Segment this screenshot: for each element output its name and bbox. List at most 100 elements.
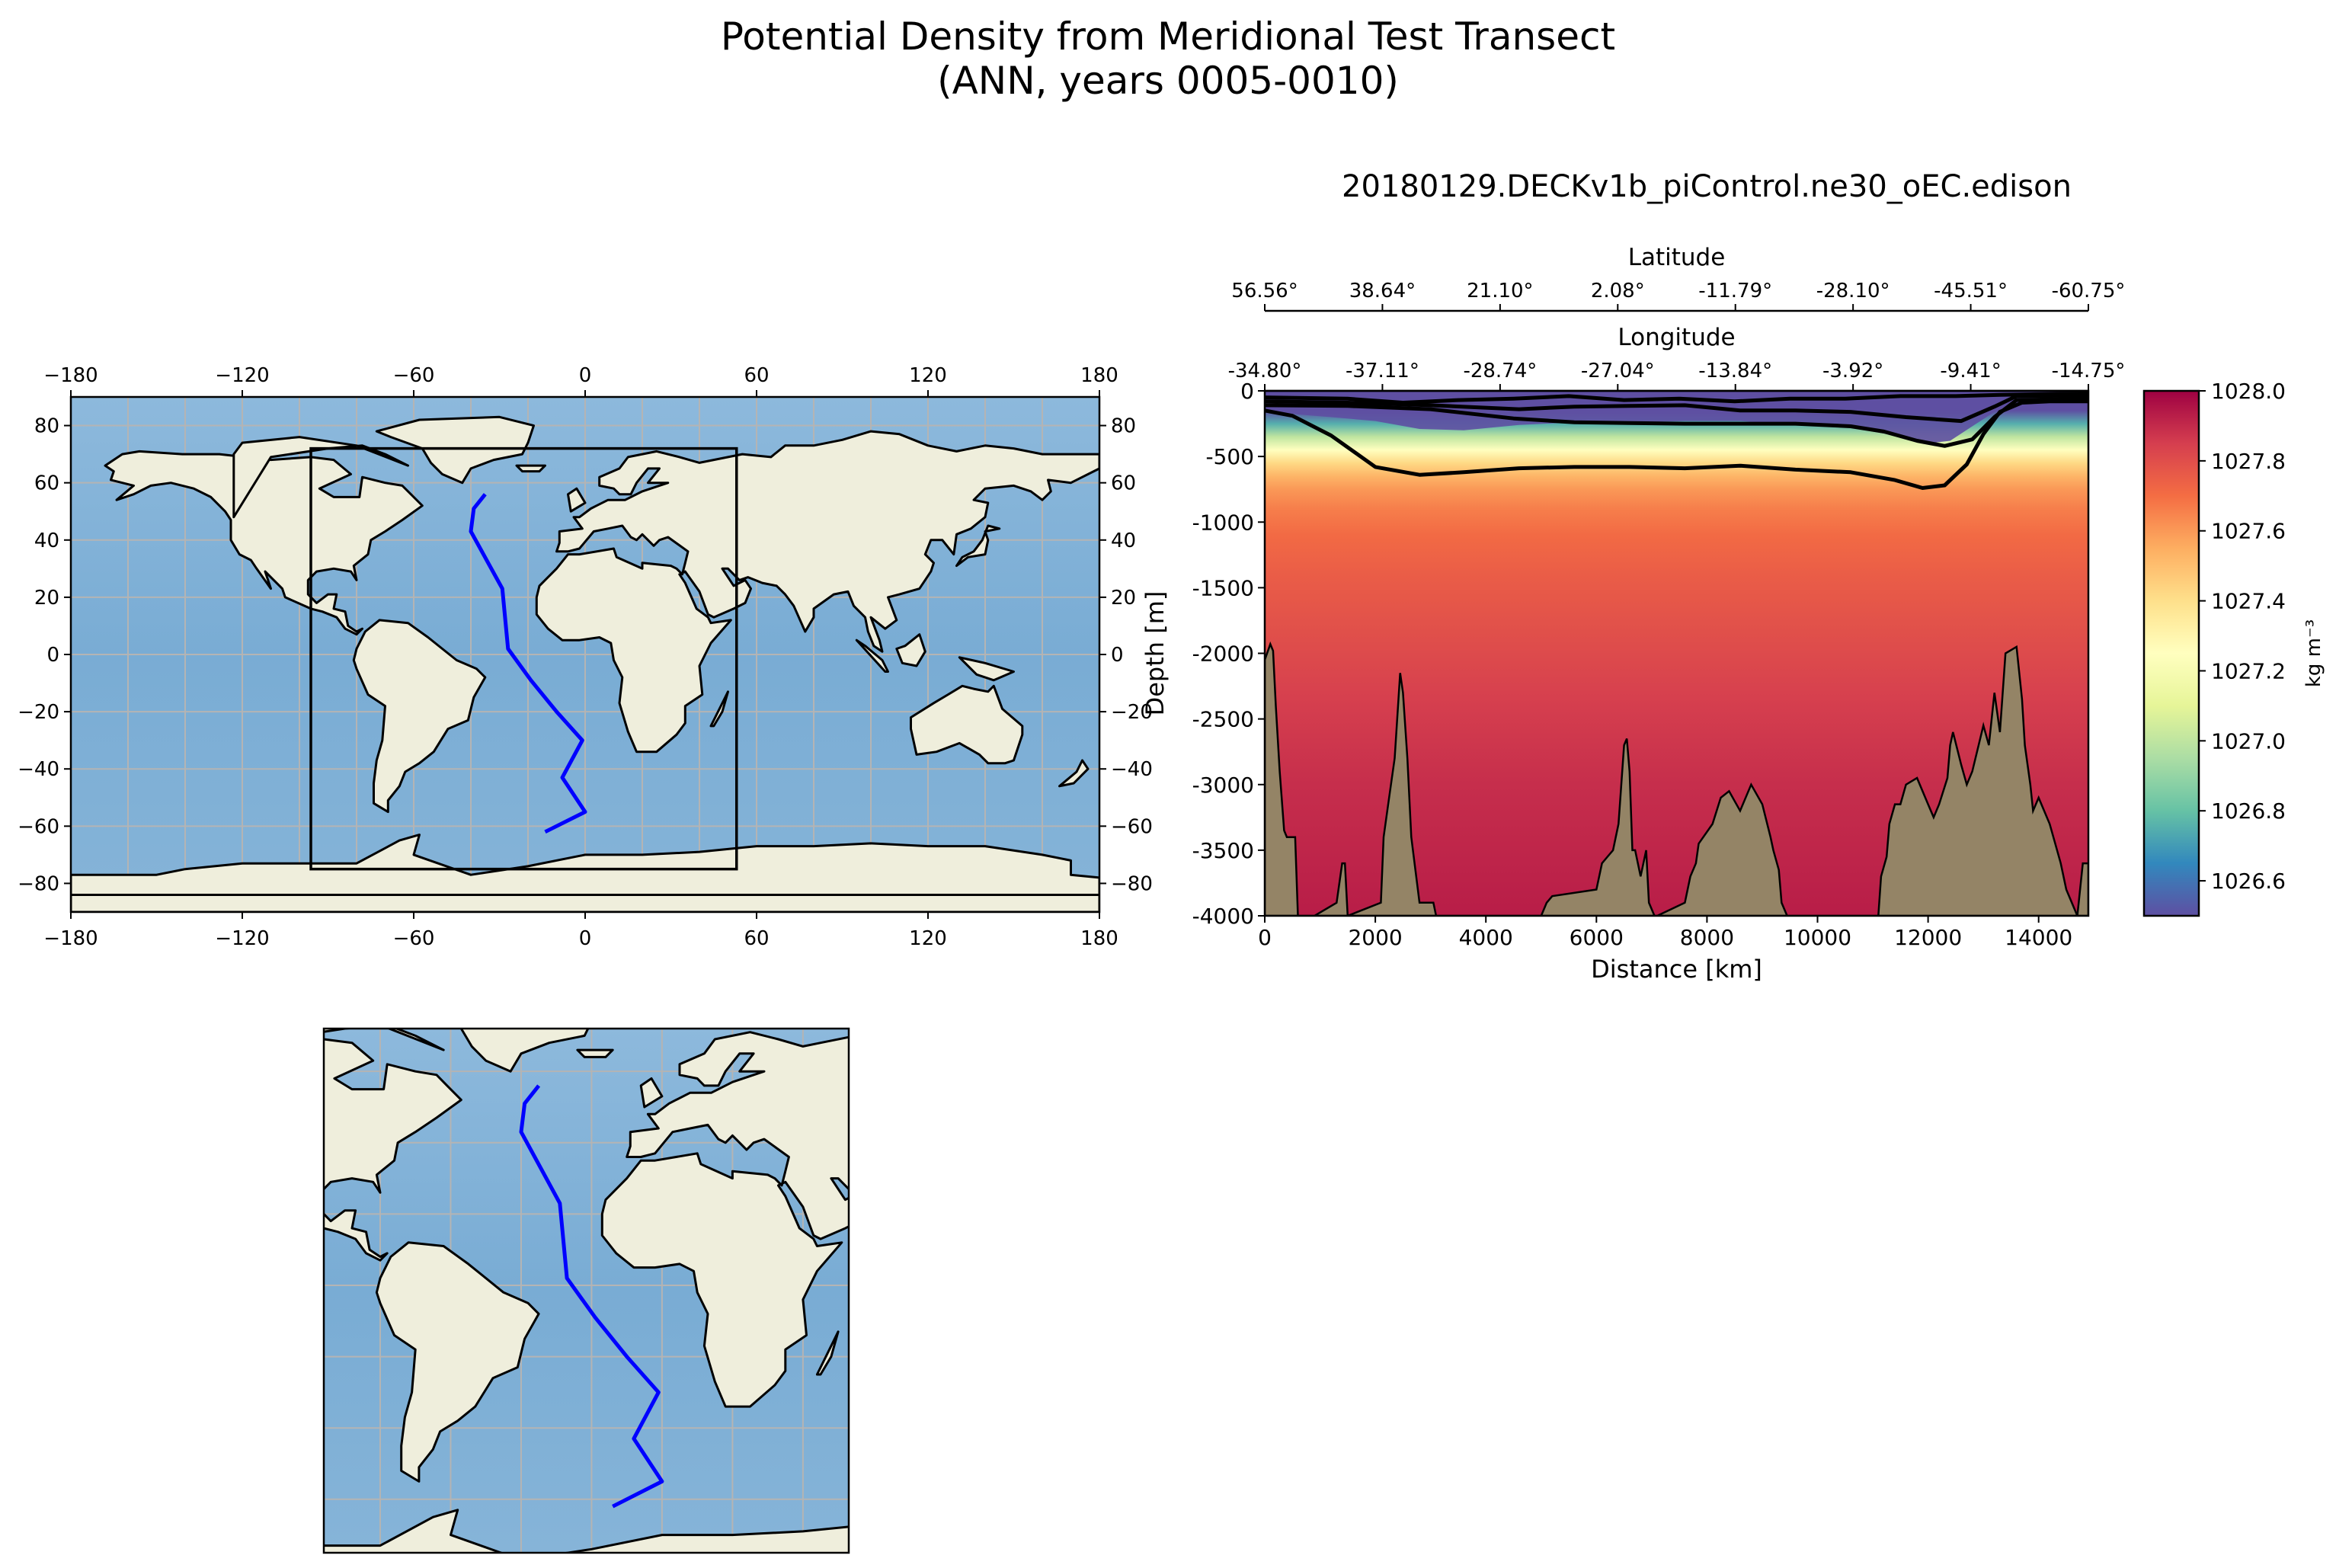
transect-ticks: 0 2000 4000 6000 8000 10000 12000 14000 0 -500 -10… xyxy=(1192,379,2073,950)
map-right-tick-label: 0 xyxy=(1111,644,1124,667)
contour-deep xyxy=(1265,399,2088,490)
map-bottom-tick-label: 60 xyxy=(744,927,769,950)
global-map-ticks: −180 −180 −120 −120 −60 −60 0 0 60 60 120 120 180 180… xyxy=(18,364,1153,950)
top-axis-tick-label: 38.64° xyxy=(1349,280,1416,302)
colorbar-tick-label: 1028.0 xyxy=(2211,379,2286,404)
top-axis-tick-label: 21.10° xyxy=(1467,280,1533,302)
contour-mid xyxy=(1265,396,2088,448)
y-tick-label: -1000 xyxy=(1192,510,1254,535)
coastline xyxy=(895,633,926,667)
y-tick-label: -4000 xyxy=(1192,904,1254,929)
colorbar-tick-label: 1026.6 xyxy=(2211,869,2286,894)
coastline xyxy=(1247,1417,1282,1449)
map-bottom-tick-label: 120 xyxy=(909,927,947,950)
top-axis-tick-label: 56.56° xyxy=(1231,280,1298,302)
coastline xyxy=(958,656,1015,682)
global-map-transect-line xyxy=(469,493,587,834)
inset-map-transect-line xyxy=(519,1084,664,1509)
map-bottom-tick-label: −120 xyxy=(215,927,269,950)
map-bottom-tick-label: 180 xyxy=(1080,927,1118,950)
coastline xyxy=(457,1029,590,1073)
inset-map-frame xyxy=(322,1027,850,1554)
map-top-tick-label: 0 xyxy=(579,364,592,387)
coastline xyxy=(639,1077,664,1109)
colorbar-tick-label: 1027.6 xyxy=(2211,519,2286,544)
top-axis-tick-label: 2.08° xyxy=(1591,280,1645,302)
map-top-tick-label: −120 xyxy=(215,364,269,387)
map-left-tick-label: 40 xyxy=(34,530,59,552)
top-axis-tick-label: -9.41° xyxy=(1940,360,2001,382)
x-tick-label: 2000 xyxy=(1348,925,1402,950)
figure-title-line-2: (ANN, years 0005-0010) xyxy=(937,59,1399,103)
map-right-tick-label: −80 xyxy=(1111,872,1153,895)
coastline xyxy=(1064,1325,1201,1421)
colorbar-tick-label: 1027.8 xyxy=(2211,449,2286,474)
coastline xyxy=(232,436,409,519)
coastline xyxy=(1124,1289,1191,1317)
map-left-tick-label: −20 xyxy=(18,701,59,724)
x-tick-label: 14000 xyxy=(2005,925,2072,950)
top-secondary-axes: 56.56° 38.64° 21.10° 2.08° -11.79° -28.10° -45… xyxy=(1228,244,2125,392)
x-tick-label: 10000 xyxy=(1784,925,1851,950)
map-left-tick-label: −40 xyxy=(18,758,59,781)
map-left-tick-label: 80 xyxy=(34,415,59,438)
coastline xyxy=(71,834,1099,896)
map-left-tick-label: −60 xyxy=(18,815,59,838)
map-right-tick-label: −40 xyxy=(1111,758,1153,781)
top-axis-tick-label: -28.74° xyxy=(1463,360,1537,382)
top-axis-tick-label: -13.84° xyxy=(1698,360,1772,382)
y-tick-label: -500 xyxy=(1205,444,1254,469)
bathymetry-seafloor xyxy=(1265,641,2088,916)
top-axis-label: Latitude xyxy=(1628,244,1726,271)
x-tick-label: 12000 xyxy=(1894,925,1962,950)
map-left-tick-label: −80 xyxy=(18,872,59,895)
map-left-tick-label: 20 xyxy=(34,587,59,610)
coastline xyxy=(324,1509,849,1553)
map-top-tick-label: −60 xyxy=(393,364,435,387)
colorbar-ticks: 1026.6 1026.8 1027.0 1027.2 1027.4 1027.6 1027… xyxy=(2199,379,2286,894)
coastline xyxy=(567,487,587,513)
colorbar-tick-label: 1027.2 xyxy=(2211,658,2286,683)
x-tick-label: 0 xyxy=(1258,925,1272,950)
coastline xyxy=(515,464,546,473)
coastline xyxy=(1046,1260,1081,1300)
map-left-tick-label: 0 xyxy=(46,644,59,667)
coastline xyxy=(104,450,424,636)
colorbar-label: kg m⁻³ xyxy=(2302,619,2325,687)
map-top-tick-label: 180 xyxy=(1080,364,1118,387)
x-tick-label: 4000 xyxy=(1459,925,1513,950)
x-axis-label: Distance [km] xyxy=(1591,955,1762,984)
coastline xyxy=(600,1031,849,1408)
map-right-tick-label: 40 xyxy=(1111,530,1136,552)
coastline xyxy=(1058,759,1090,788)
coastline xyxy=(71,894,1099,912)
map-top-tick-label: −180 xyxy=(43,364,98,387)
colorbar: 1026.6 1026.8 1027.0 1027.2 1027.4 1027.6 1027… xyxy=(2142,379,2325,917)
inset-region-box xyxy=(309,446,738,871)
coastline xyxy=(324,1038,462,1262)
coastline xyxy=(535,430,1099,754)
contour-upper xyxy=(1265,393,2088,424)
inset-map-land xyxy=(324,1029,1282,1553)
colorbar-tick-label: 1027.4 xyxy=(2211,589,2286,614)
top-axis-tick-label: -3.92° xyxy=(1822,360,1883,382)
y-tick-label: -3500 xyxy=(1192,838,1254,863)
top-axis-tick-label: -27.04° xyxy=(1581,360,1655,382)
x-tick-label: 6000 xyxy=(1570,925,1624,950)
x-tick-label: 8000 xyxy=(1680,925,1734,950)
colorbar-gradient xyxy=(2142,389,2200,917)
coastline xyxy=(375,1241,540,1483)
transect-plot-title: 20180129.DECKv1b_piControl.ne30_oEC.edis… xyxy=(1342,169,2072,204)
contour-shallow xyxy=(1265,391,2088,405)
global-map-land xyxy=(71,415,1099,912)
y-tick-label: -2000 xyxy=(1192,642,1254,667)
map-top-tick-label: 120 xyxy=(909,364,947,387)
coastline xyxy=(576,1048,614,1058)
map-left-tick-label: 60 xyxy=(34,472,59,495)
y-tick-label: 0 xyxy=(1240,379,1254,404)
coastline xyxy=(855,638,889,673)
colorbar-tick-label: 1026.8 xyxy=(2211,798,2286,824)
map-right-tick-label: −60 xyxy=(1111,815,1153,838)
density-contours xyxy=(1265,391,2088,490)
